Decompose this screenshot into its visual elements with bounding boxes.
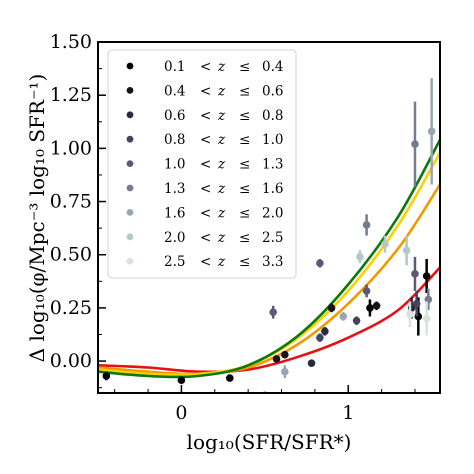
data-point <box>427 127 436 136</box>
data-point <box>411 140 419 148</box>
data-point <box>321 327 329 336</box>
x-tick-label: 1 <box>342 402 354 424</box>
data-point <box>327 304 336 312</box>
legend: 0.1 < z ≤0.4 0.4 < z ≤0.6 0.6 < z ≤0.8 0.8 < z ≤1.0 1.0 <… <box>107 49 297 279</box>
legend-marker <box>126 209 134 216</box>
data-point <box>422 272 431 280</box>
legend-label: 0.4 < z ≤0.6 <box>164 83 283 99</box>
legend-label: 1.6 < z ≤2.0 <box>164 205 283 221</box>
legend-label: 1.3 < z ≤1.6 <box>164 181 283 197</box>
legend-entry: 0.4 < z ≤0.6 <box>126 83 283 99</box>
data-point <box>362 221 371 229</box>
data-point <box>316 333 324 342</box>
y-tick-label: 0.50 <box>50 244 92 266</box>
y-tick-label: 1.00 <box>50 137 92 159</box>
data-point <box>316 259 324 268</box>
legend-entry: 1.3 < z ≤1.6 <box>126 181 283 197</box>
data-point <box>352 316 361 325</box>
data-point <box>102 372 111 380</box>
data-point <box>356 253 364 261</box>
legend-entry: 1.0 < z ≤1.3 <box>126 157 283 173</box>
y-axis-label: Δ log₁₀(φ/Mpc⁻³ log₁₀ SFR⁻¹) <box>25 74 49 363</box>
data-point <box>366 304 374 312</box>
data-point <box>261 393 269 401</box>
legend-label: 0.6 < z ≤0.8 <box>164 108 283 124</box>
legend-box <box>107 49 297 279</box>
legend-label: 0.1 < z ≤0.4 <box>164 59 283 75</box>
data-point <box>411 270 419 278</box>
data-point <box>412 299 421 308</box>
data-point <box>422 314 431 323</box>
y-tick-label: 0.00 <box>50 350 92 372</box>
legend-marker <box>126 111 134 119</box>
x-tick-label: 0 <box>175 402 187 424</box>
data-point <box>372 301 381 310</box>
data-points <box>102 78 436 401</box>
legend-entry: 0.8 < z ≤1.0 <box>126 132 283 148</box>
data-point <box>424 295 433 304</box>
data-point <box>281 350 289 359</box>
data-point <box>307 359 316 368</box>
y-tick-label: 0.75 <box>50 191 92 213</box>
y-tick-label: 1.25 <box>50 84 92 106</box>
fit-line <box>98 266 440 374</box>
data-point <box>272 355 281 363</box>
data-point <box>381 240 389 248</box>
legend-label: 1.0 < z ≤1.3 <box>164 157 283 173</box>
legend-marker <box>126 62 134 70</box>
legend-marker <box>126 233 134 241</box>
legend-entry: 0.6 < z ≤0.8 <box>126 108 283 124</box>
legend-entry: 2.5 < z ≤3.3 <box>126 254 283 270</box>
data-point <box>406 310 414 319</box>
data-point <box>281 367 289 376</box>
legend-marker <box>126 87 134 94</box>
data-point <box>339 312 348 321</box>
legend-entry: 1.6 < z ≤2.0 <box>126 205 283 221</box>
legend-label: 0.8 < z ≤1.0 <box>164 132 283 148</box>
y-tick-label: 0.25 <box>50 297 92 319</box>
legend-marker <box>126 135 134 143</box>
legend-marker <box>126 184 134 192</box>
data-point <box>269 308 277 316</box>
legend-marker <box>126 257 134 265</box>
fit-line <box>98 139 440 379</box>
x-axis-label: log₁₀(SFR/SFR*) <box>187 430 352 454</box>
legend-entry: 2.0 < z ≤2.5 <box>126 230 283 246</box>
data-point <box>402 246 411 255</box>
plot-frame <box>97 41 441 394</box>
data-point <box>362 287 371 295</box>
legend-label: 2.0 < z ≤2.5 <box>164 230 283 246</box>
y-tick-label: 1.50 <box>50 31 92 53</box>
data-point <box>225 374 234 382</box>
legend-marker <box>126 160 134 168</box>
legend-label: 2.5 < z ≤3.3 <box>164 254 283 270</box>
data-point <box>177 376 186 385</box>
axis-ticks: 0 1 0.00 0.25 0.50 0.75 1.00 1.25 1.50 <box>50 31 416 424</box>
legend-entry: 0.1 < z ≤0.4 <box>126 59 283 75</box>
